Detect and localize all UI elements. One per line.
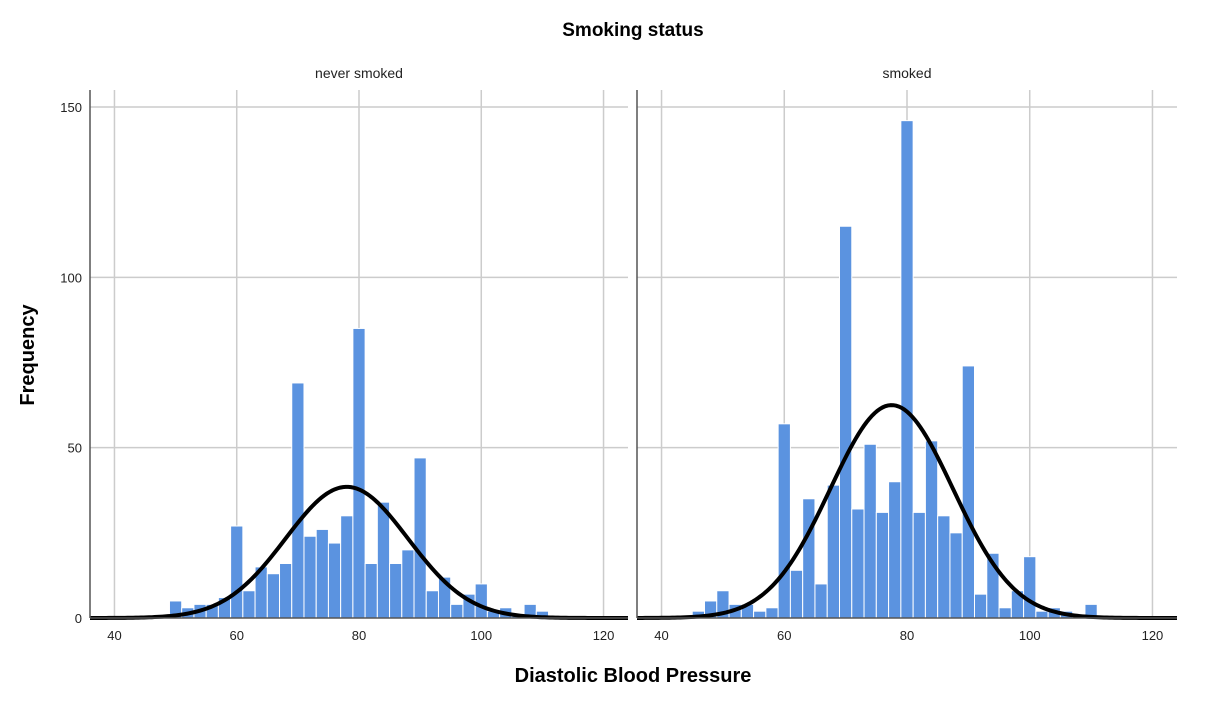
facet-label: never smoked bbox=[315, 65, 403, 81]
y-tick-label: 50 bbox=[68, 441, 82, 456]
histogram-bar bbox=[802, 498, 816, 619]
histogram-bar bbox=[413, 457, 427, 619]
histogram-bar bbox=[814, 583, 828, 619]
histogram-bar bbox=[303, 535, 317, 619]
y-tick-label: 150 bbox=[60, 100, 82, 115]
x-axis-label: Diastolic Blood Pressure bbox=[515, 665, 752, 687]
histogram-bar bbox=[974, 593, 988, 619]
histogram-bar bbox=[376, 501, 391, 619]
y-tick-label: 0 bbox=[75, 611, 82, 626]
histogram-bar bbox=[789, 569, 804, 619]
histogram-bar bbox=[279, 562, 293, 619]
x-tick-label: 120 bbox=[1142, 628, 1164, 643]
x-tick-label: 80 bbox=[352, 628, 366, 643]
histogram-bar bbox=[900, 120, 914, 619]
histogram-bar bbox=[826, 484, 841, 619]
histogram-bar bbox=[266, 573, 281, 619]
histogram-bar bbox=[474, 583, 488, 619]
y-tick-label: 100 bbox=[60, 270, 82, 285]
x-tick-label: 40 bbox=[654, 628, 668, 643]
normal-curve bbox=[636, 403, 1178, 620]
x-tick-label: 120 bbox=[593, 628, 615, 643]
chart-title: Smoking status bbox=[562, 20, 703, 41]
x-tick-label: 100 bbox=[1019, 628, 1041, 643]
facet-label: smoked bbox=[882, 65, 931, 81]
histogram-bar bbox=[753, 610, 767, 619]
histogram-bar bbox=[765, 607, 779, 619]
histogram-bar bbox=[888, 481, 902, 619]
x-tick-label: 60 bbox=[229, 628, 243, 643]
normal-curve bbox=[90, 484, 628, 620]
histogram-bar bbox=[912, 511, 926, 619]
histogram-bar bbox=[777, 423, 791, 619]
histogram-bar bbox=[389, 562, 403, 619]
histogram-bar bbox=[401, 549, 415, 619]
x-tick-label: 80 bbox=[900, 628, 914, 643]
x-tick-label: 60 bbox=[777, 628, 791, 643]
panel-1: smoked 40 60 80 100 120 bbox=[636, 65, 1178, 643]
histogram-bar bbox=[961, 365, 976, 619]
x-tick-label: 40 bbox=[107, 628, 121, 643]
histogram-bar bbox=[875, 511, 890, 619]
histogram-bar bbox=[949, 532, 963, 619]
histogram-bar bbox=[230, 525, 244, 619]
histogram-bar bbox=[450, 603, 464, 619]
panel-0: never smoked 40 60 80 100 120 0 50 100 150 bbox=[60, 65, 628, 643]
y-axis-label: Frequency bbox=[17, 304, 39, 406]
histogram-bar bbox=[352, 327, 366, 619]
histogram-bar bbox=[327, 542, 342, 619]
histogram-bar bbox=[937, 515, 951, 619]
histogram-bar bbox=[924, 440, 939, 619]
histogram-bar bbox=[291, 382, 305, 619]
histogram-bar bbox=[1035, 610, 1049, 619]
x-tick-label: 100 bbox=[470, 628, 492, 643]
histogram-bar bbox=[364, 562, 378, 619]
histogram-bar bbox=[340, 515, 354, 619]
histogram-bar bbox=[839, 225, 853, 619]
histogram-bar bbox=[242, 590, 256, 619]
histogram-bar bbox=[851, 508, 865, 619]
histogram-bar bbox=[425, 590, 439, 619]
histogram-bar bbox=[1023, 556, 1037, 619]
histogram-bar bbox=[998, 607, 1012, 619]
facet-panels: never smoked 40 60 80 100 120 0 50 100 150 smoked 4… bbox=[60, 65, 1178, 643]
histogram-bar bbox=[863, 443, 877, 619]
histogram-bar bbox=[315, 528, 329, 619]
